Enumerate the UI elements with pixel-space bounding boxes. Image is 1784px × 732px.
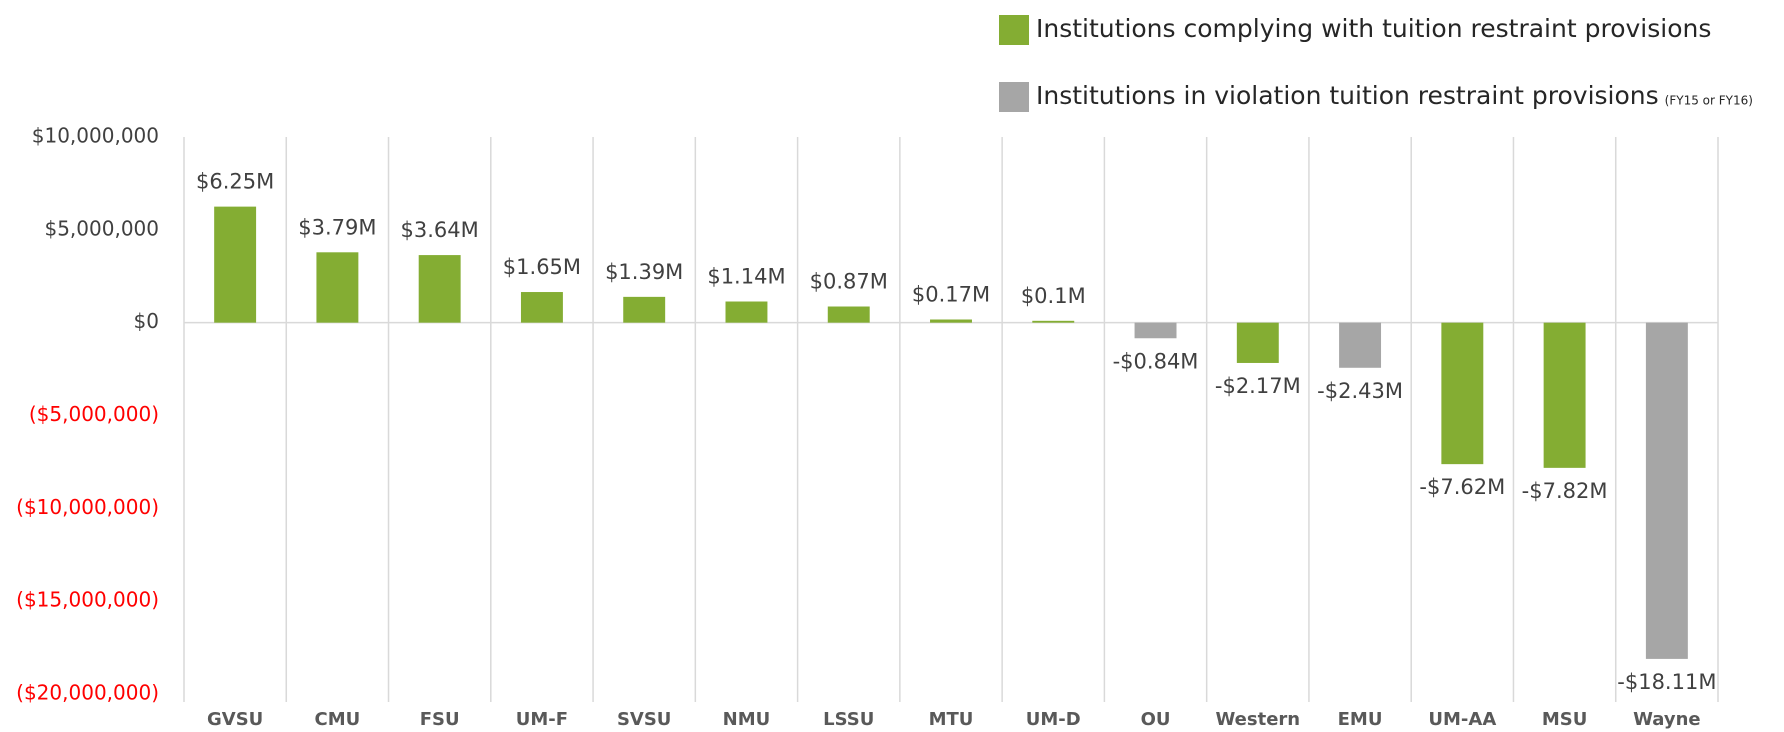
value-label: $0.87M [810,270,888,294]
bar [827,306,870,323]
bar [1645,322,1688,659]
x-tick-label: UM-F [516,709,568,730]
bar [725,301,768,323]
value-label: $3.64M [401,218,479,242]
x-tick-label: CMU [315,709,361,730]
value-label: $3.79M [298,215,376,239]
bar [1134,322,1177,339]
legend-swatch [999,15,1029,45]
value-label: -$2.17M [1215,374,1301,398]
bar [623,296,666,323]
value-label: $0.1M [1021,284,1086,308]
value-label: -$7.62M [1419,475,1505,499]
x-tick-label: MTU [929,709,974,730]
value-label: -$2.43M [1317,379,1403,403]
value-label: $1.14M [707,265,785,289]
bar [1543,322,1586,468]
y-tick-label: $0 [134,309,159,333]
legend-note: (FY15 or FY16) [1665,94,1753,108]
y-tick-label: $5,000,000 [44,216,159,240]
value-label: $0.17M [912,283,990,307]
y-tick-label: ($5,000,000) [29,402,159,426]
x-tick-label: FSU [420,709,460,730]
value-label: -$0.84M [1113,349,1199,373]
value-label: $6.25M [196,170,274,194]
value-label: $1.39M [605,260,683,284]
value-label: $1.65M [503,255,581,279]
x-tick-label: GVSU [207,709,263,730]
value-label: -$7.82M [1522,479,1608,503]
bar [1441,322,1484,465]
bar [1032,320,1075,323]
x-tick-label: MSU [1542,709,1588,730]
x-tick-label: UM-AA [1428,709,1496,730]
y-tick-label: ($10,000,000) [16,495,159,519]
x-tick-label: NMU [723,709,771,730]
bar [418,255,461,323]
y-tick-label: ($20,000,000) [16,681,159,705]
x-tick-label: Wayne [1633,709,1701,730]
value-label: -$18.11M [1617,670,1716,694]
y-tick-label: $10,000,000 [32,124,159,148]
legend-swatch [999,82,1029,112]
bar [930,319,972,323]
x-tick-label: LSSU [823,709,874,730]
bar [214,206,257,323]
bar [1236,322,1279,363]
y-tick-label: ($15,000,000) [16,588,159,612]
x-tick-label: UM-D [1026,709,1081,730]
bar [316,252,359,323]
x-tick-label: Western [1215,709,1300,730]
bar [1339,322,1382,368]
legend-label: Institutions complying with tuition rest… [1036,14,1711,43]
x-tick-label: EMU [1338,709,1383,730]
bar [520,292,563,323]
legend-label: Institutions in violation tuition restra… [1036,81,1659,110]
x-tick-label: OU [1141,709,1171,730]
x-tick-label: SVSU [617,709,671,730]
